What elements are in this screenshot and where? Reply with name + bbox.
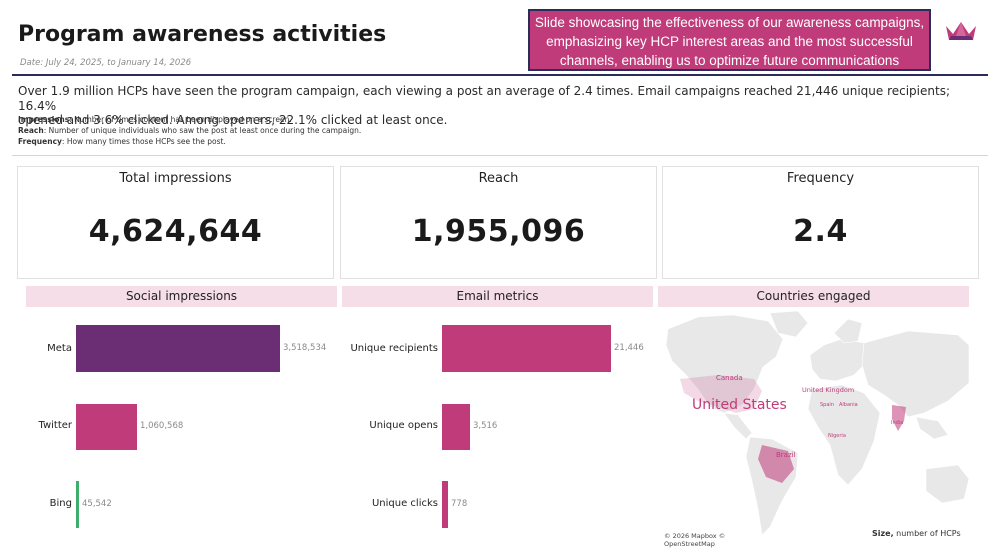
email-metrics-header: Email metrics [342, 286, 653, 307]
callout-line: Slide showcasing the effectiveness of ou… [534, 15, 925, 30]
bar-category-label: Unique clicks [371, 498, 438, 509]
country-label-canada: Canada [716, 374, 743, 382]
bar-category-label: Meta [47, 343, 72, 354]
header-divider [12, 74, 988, 76]
bar-value-label: 3,516 [473, 421, 498, 431]
kpi-label: Frequency [786, 171, 855, 186]
kpi-card-reach: Reach 1,955,096 [340, 166, 657, 279]
country-label-brazil: Brazil [776, 451, 796, 459]
countries-map[interactable]: United States Canada Brazil United Kingd… [658, 309, 969, 551]
summary-line: Over 1.9 million HCPs have seen the prog… [18, 84, 950, 113]
bar-value-label: 21,446 [614, 342, 644, 353]
attribution-osm[interactable]: OpenStreetMap [664, 540, 715, 548]
kpi-card-frequency: Frequency 2.4 [662, 166, 979, 279]
kpi-value: 2.4 [793, 214, 848, 249]
kpi-value: 4,624,644 [88, 214, 263, 249]
bar-value-label: 3,518,534 [283, 342, 327, 353]
definition-reach: Reach: Number of unique individuals who … [18, 126, 362, 135]
bar-category-label: Bing [49, 498, 72, 509]
kpi-label: Total impressions [119, 171, 232, 186]
summary-divider [12, 155, 988, 156]
bar-unique-clicks[interactable] [442, 481, 448, 528]
bar-bing[interactable] [76, 481, 79, 528]
country-label-united-states: United States [692, 397, 787, 413]
definitions: Impressions: Number of times content has… [18, 114, 361, 147]
crown-icon [946, 22, 976, 40]
bar-meta[interactable] [76, 325, 280, 372]
bar-category-label: Twitter [38, 420, 72, 431]
definition-impressions: Impressions: Number of times content has… [18, 115, 292, 124]
date-range: Date: July 24, 2025, to January 14, 2026 [20, 58, 192, 68]
country-label-united-kingdom: United Kingdom [802, 386, 855, 394]
bar-unique-opens[interactable] [442, 404, 470, 450]
kpi-card-total-impressions: Total impressions 4,624,644 [17, 166, 334, 279]
bar-value-label: 45,542 [82, 498, 112, 509]
summary-line: opened and 3.6% clicked. Among openers, … [18, 113, 448, 127]
bar-twitter[interactable] [76, 404, 137, 450]
countries-engaged-header: Countries engaged [658, 286, 969, 307]
page-title: Program awareness activities [18, 22, 387, 47]
country-label-nigeria: Nigeria [828, 433, 846, 439]
callout-line: channels, enabling us to optimize future… [559, 53, 900, 68]
slide-description-callout: Slide showcasing the effectiveness of ou… [528, 9, 931, 71]
bar-category-label: Unique opens [369, 420, 438, 431]
definition-frequency: Frequency: How many times those HCPs see… [18, 137, 226, 146]
map-attribution[interactable]: © 2026 Mapbox © OpenStreetMap [664, 532, 725, 548]
country-label-india: India [891, 420, 904, 426]
callout-line: emphasizing key HCP interest areas and t… [546, 34, 913, 49]
map-size-legend: Size, number of HCPs [872, 529, 961, 538]
kpi-value: 1,955,096 [411, 214, 586, 249]
summary-text: Over 1.9 million HCPs have seen the prog… [18, 84, 978, 128]
country-label-spain: Spain [820, 402, 834, 408]
country-label-albania: Albania [839, 402, 858, 408]
attribution-mapbox[interactable]: © 2026 Mapbox © [664, 532, 726, 540]
social-impressions-header: Social impressions [26, 286, 337, 307]
bar-value-label: 778 [451, 498, 468, 509]
world-map [665, 310, 969, 536]
bar-value-label: 1,060,568 [140, 421, 184, 431]
kpi-label: Reach [478, 171, 519, 186]
bar-unique-recipients[interactable] [442, 325, 611, 372]
bar-category-label: Unique recipients [350, 343, 438, 354]
